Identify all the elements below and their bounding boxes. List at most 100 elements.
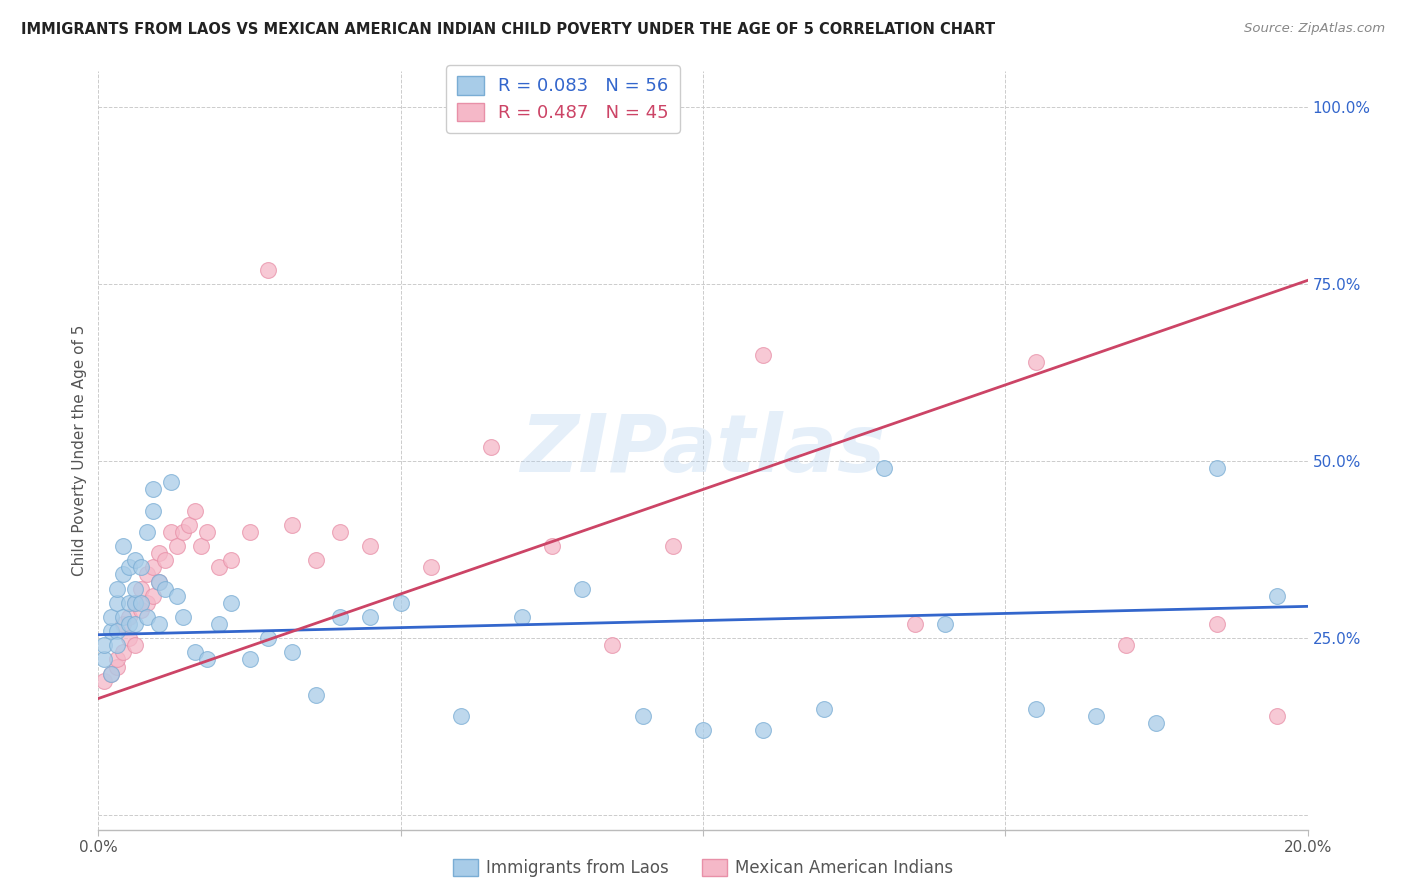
Point [450,709,472,723]
Point [118,610,141,624]
Point [1115,638,1137,652]
Point [172,524,194,539]
Point [1085,709,1108,723]
Point [93,652,115,666]
Point [752,348,775,362]
Point [135,610,157,624]
Point [190,539,212,553]
Point [160,475,183,490]
Point [360,610,382,624]
Point [510,610,533,624]
Point [118,596,141,610]
Point [111,539,134,553]
Point [602,638,624,652]
Y-axis label: Child Poverty Under the Age of 5: Child Poverty Under the Age of 5 [72,325,87,576]
Point [105,624,128,639]
Point [148,546,170,560]
Point [100,666,122,681]
Point [124,617,146,632]
Point [118,617,141,632]
Point [100,624,122,639]
Point [172,610,194,624]
Point [135,567,157,582]
Point [208,560,231,574]
Point [329,524,352,539]
Point [752,723,775,738]
Point [239,524,262,539]
Point [124,638,146,652]
Point [124,553,146,567]
Point [873,461,896,475]
Legend: R = 0.083   N = 56, R = 0.487   N = 45: R = 0.083 N = 56, R = 0.487 N = 45 [446,65,681,133]
Point [329,610,352,624]
Point [1267,709,1289,723]
Point [118,560,141,574]
Point [111,610,134,624]
Point [142,589,165,603]
Point [239,652,262,666]
Point [281,517,304,532]
Point [184,645,207,659]
Point [195,652,218,666]
Point [281,645,304,659]
Point [105,659,128,673]
Point [93,673,115,688]
Point [389,596,412,610]
Point [148,617,170,632]
Point [631,709,654,723]
Point [256,632,278,646]
Point [692,723,714,738]
Point [105,596,128,610]
Point [481,440,503,454]
Point [111,645,134,659]
Point [179,517,201,532]
Point [135,596,157,610]
Point [129,560,152,574]
Point [160,524,183,539]
Legend: Immigrants from Laos, Mexican American Indians: Immigrants from Laos, Mexican American I… [446,852,960,884]
Point [129,582,152,596]
Point [1206,461,1229,475]
Point [1267,589,1289,603]
Point [118,632,141,646]
Point [934,617,956,632]
Point [305,553,328,567]
Point [153,553,176,567]
Point [166,539,188,553]
Point [124,582,146,596]
Point [129,603,152,617]
Text: IMMIGRANTS FROM LAOS VS MEXICAN AMERICAN INDIAN CHILD POVERTY UNDER THE AGE OF 5: IMMIGRANTS FROM LAOS VS MEXICAN AMERICAN… [21,22,995,37]
Point [148,574,170,589]
Point [661,539,683,553]
Point [184,504,207,518]
Point [256,262,278,277]
Point [305,688,328,702]
Point [124,596,146,610]
Point [1024,355,1046,369]
Point [153,582,176,596]
Point [221,553,243,567]
Point [105,638,128,652]
Point [540,539,562,553]
Point [142,504,165,518]
Point [360,539,382,553]
Point [129,596,152,610]
Point [93,638,115,652]
Point [105,652,128,666]
Point [1206,617,1229,632]
Point [142,483,165,497]
Point [904,617,927,632]
Point [166,589,188,603]
Point [571,582,593,596]
Point [124,596,146,610]
Text: Source: ZipAtlas.com: Source: ZipAtlas.com [1244,22,1385,36]
Point [208,617,231,632]
Point [1024,702,1046,716]
Point [148,574,170,589]
Point [221,596,243,610]
Point [420,560,443,574]
Point [135,524,157,539]
Point [111,567,134,582]
Point [813,702,835,716]
Point [111,617,134,632]
